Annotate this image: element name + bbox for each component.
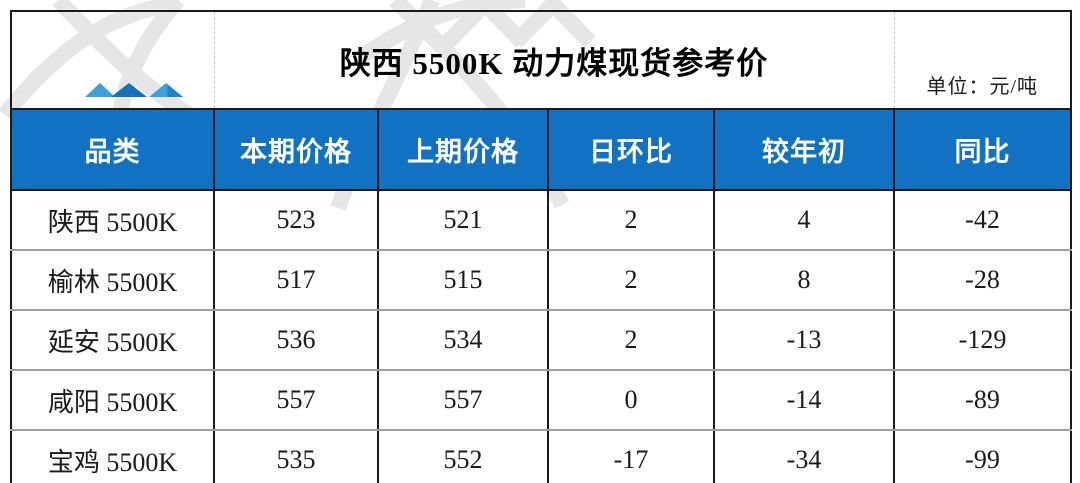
table-row: 咸阳 5500K 557 557 0 -14 -89 (10, 369, 1072, 431)
column-header-previous-price: 上期价格 (377, 108, 549, 191)
cell-current-price: 517 (213, 249, 379, 311)
cell-yoy: -99 (893, 429, 1072, 483)
column-header-current-price: 本期价格 (213, 108, 379, 191)
cell-vs-year-start: -34 (713, 429, 895, 483)
column-header-yoy: 同比 (893, 108, 1072, 191)
unit-label: 单位：元/吨 (893, 11, 1071, 109)
cell-vs-year-start: -14 (713, 369, 895, 431)
cell-dod-change: -17 (547, 429, 715, 483)
coal-price-table: 陕西 5500K 动力煤现货参考价 单位：元/吨 品类 本期价格 上期价格 日环… (10, 10, 1072, 483)
title-row: 陕西 5500K 动力煤现货参考价 单位：元/吨 (11, 11, 1071, 109)
table-row: 陕西 5500K 523 521 2 4 -42 (10, 189, 1072, 251)
cell-category: 陕西 5500K (10, 189, 215, 251)
cell-vs-year-start: -13 (713, 309, 895, 371)
cell-yoy: -28 (893, 249, 1072, 311)
cell-dod-change: 2 (547, 249, 715, 311)
cell-previous-price: 557 (377, 369, 549, 431)
title-row-spacer (11, 11, 215, 109)
cell-vs-year-start: 4 (713, 189, 895, 251)
header-row: 品类 本期价格 上期价格 日环比 较年初 同比 (10, 108, 1072, 191)
cell-dod-change: 2 (547, 189, 715, 251)
cell-current-price: 535 (213, 429, 379, 483)
column-header-vs-year-start: 较年初 (713, 108, 895, 191)
cell-yoy: -42 (893, 189, 1072, 251)
cell-yoy: -129 (893, 309, 1072, 371)
table-title: 陕西 5500K 动力煤现货参考价 (339, 45, 769, 81)
table-row: 延安 5500K 536 534 2 -13 -129 (10, 309, 1072, 371)
cell-current-price: 557 (213, 369, 379, 431)
cell-current-price: 523 (213, 189, 379, 251)
cell-category: 宝鸡 5500K (10, 429, 215, 483)
cell-previous-price: 552 (377, 429, 549, 483)
cell-previous-price: 534 (377, 309, 549, 371)
cell-yoy: -89 (893, 369, 1072, 431)
cell-previous-price: 521 (377, 189, 549, 251)
cell-dod-change: 2 (547, 309, 715, 371)
cell-vs-year-start: 8 (713, 249, 895, 311)
cell-category: 榆林 5500K (10, 249, 215, 311)
cell-current-price: 536 (213, 309, 379, 371)
column-header-category: 品类 (10, 108, 215, 191)
cell-category: 咸阳 5500K (10, 369, 215, 431)
cell-dod-change: 0 (547, 369, 715, 431)
table-row: 榆林 5500K 517 515 2 8 -28 (10, 249, 1072, 311)
table-row: 宝鸡 5500K 535 552 -17 -34 -99 (10, 429, 1072, 483)
cell-category: 延安 5500K (10, 309, 215, 371)
cell-previous-price: 515 (377, 249, 549, 311)
column-header-dod-change: 日环比 (547, 108, 715, 191)
